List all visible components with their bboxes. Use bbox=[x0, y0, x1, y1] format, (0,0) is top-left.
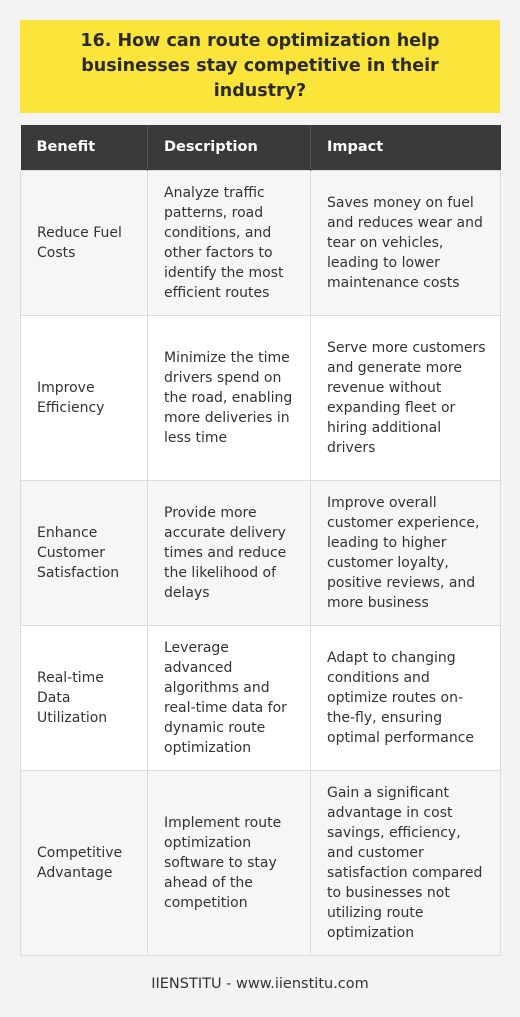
footer-credit: IIENSTITU - www.iienstitu.com bbox=[151, 976, 369, 992]
benefit-cell: Enhance Customer Satisfaction bbox=[20, 479, 148, 626]
benefits-table: Benefit Description Impact Reduce Fuel C… bbox=[20, 125, 501, 956]
page-title: 16. How can route optimization help busi… bbox=[80, 31, 440, 101]
table-header-row: Benefit Description Impact bbox=[20, 125, 501, 170]
benefit-cell: Reduce Fuel Costs bbox=[20, 169, 148, 316]
title-banner: 16. How can route optimization help busi… bbox=[20, 20, 500, 113]
description-cell: Leverage advanced algorithms and real-ti… bbox=[147, 624, 311, 771]
table-row: Improve Efficiency Minimize the time dri… bbox=[20, 314, 501, 481]
header-benefit: Benefit bbox=[20, 125, 148, 170]
table-row: Enhance Customer Satisfaction Provide mo… bbox=[20, 479, 501, 626]
header-description: Description bbox=[147, 125, 311, 170]
table-row: Real-time Data Utilization Leverage adva… bbox=[20, 624, 501, 771]
impact-cell: Saves money on fuel and reduces wear and… bbox=[310, 169, 501, 316]
impact-cell: Serve more customers and generate more r… bbox=[310, 314, 501, 481]
description-cell: Implement route optimization software to… bbox=[147, 769, 311, 956]
impact-cell: Gain a significant advantage in cost sav… bbox=[310, 769, 501, 956]
table-row: Competitive Advantage Implement route op… bbox=[20, 769, 501, 956]
description-cell: Analyze traffic patterns, road condition… bbox=[147, 169, 311, 316]
impact-cell: Adapt to changing conditions and optimiz… bbox=[310, 624, 501, 771]
description-cell: Provide more accurate delivery times and… bbox=[147, 479, 311, 626]
header-impact: Impact bbox=[310, 125, 501, 170]
table-row: Reduce Fuel Costs Analyze traffic patter… bbox=[20, 169, 501, 316]
impact-cell: Improve overall customer experience, lea… bbox=[310, 479, 501, 626]
benefit-cell: Competitive Advantage bbox=[20, 769, 148, 956]
benefit-cell: Real-time Data Utilization bbox=[20, 624, 148, 771]
description-cell: Minimize the time drivers spend on the r… bbox=[147, 314, 311, 481]
benefit-cell: Improve Efficiency bbox=[20, 314, 148, 481]
